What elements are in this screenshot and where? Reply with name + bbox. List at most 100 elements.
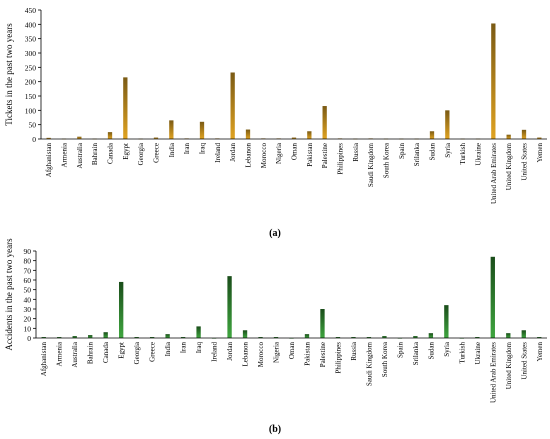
bar-egypt: [118, 281, 124, 338]
bar-georgia: [134, 337, 139, 338]
x-tick-label: Philippines: [337, 143, 345, 175]
x-tick-label: Lebanon: [242, 342, 250, 367]
y-tick-label: 450: [25, 6, 37, 15]
bar-yemen: [537, 337, 542, 338]
chart-b-x-ticks: Afghanistan Armenia Australia Bahrain Canada…: [40, 341, 544, 403]
x-tick-label: India: [164, 341, 172, 356]
x-tick-label: Ireland: [214, 143, 222, 163]
x-tick-label: Pakistan: [306, 143, 314, 167]
x-tick-label: Syria: [444, 142, 452, 158]
x-tick-label: United States: [520, 342, 528, 380]
x-tick-label: Canada: [102, 341, 110, 363]
bar-palestine: [322, 106, 327, 139]
x-tick-label: Saudi Kingdom: [365, 341, 373, 386]
x-tick-label: Oman: [291, 143, 299, 161]
x-tick-label: Iran: [183, 143, 191, 155]
y-tick-label: 60: [24, 276, 32, 285]
x-tick-label: Armenia: [61, 142, 69, 167]
x-tick-label: Australia: [76, 142, 84, 169]
x-tick-label: Greece: [149, 342, 157, 362]
bar-greece: [149, 337, 155, 338]
chart-a-bars: [46, 23, 542, 140]
y-tick-label: 70: [24, 266, 32, 275]
chart-b-panel-label: (b): [269, 424, 281, 435]
x-tick-label: Afghanistan: [45, 143, 53, 178]
x-tick-label: Afghanistan: [40, 342, 48, 377]
bar-syria: [445, 110, 450, 139]
bar-jordan: [230, 72, 235, 139]
bar-russia: [351, 337, 356, 338]
x-tick-label: Srilanka: [412, 341, 420, 365]
bar-iraq: [199, 121, 205, 139]
y-tick-label: 0: [27, 334, 31, 343]
y-tick-label: 250: [25, 63, 37, 72]
y-tick-label: 100: [25, 106, 37, 115]
x-tick-label: Egypt: [122, 143, 130, 160]
y-tick-label: 200: [25, 78, 37, 87]
bar-australia: [77, 136, 82, 139]
x-tick-label: United States: [521, 143, 529, 181]
bar-morocco: [258, 337, 263, 338]
x-tick-label: Lebanon: [245, 143, 253, 168]
bar-afghanistan: [41, 337, 46, 338]
bar-sudan: [429, 131, 435, 139]
x-tick-label: Greece: [153, 143, 161, 163]
x-tick-label: Bahrain: [91, 143, 99, 166]
bar-egypt: [123, 77, 128, 139]
x-tick-label: Pakistan: [303, 342, 311, 366]
x-tick-label: Palestine: [319, 342, 327, 367]
bar-lebanon: [245, 129, 251, 139]
x-tick-label: Turkish: [458, 342, 466, 364]
chart-a-y-ticks: 0 50 100 150 200 250 300 350 400 450: [25, 6, 41, 144]
bar-palestine: [320, 309, 325, 338]
x-tick-label: Yemen: [536, 342, 544, 362]
x-tick-label: Georgia: [137, 142, 145, 165]
chart-a-x-ticks: Afghanistan Armenia Australia Bahrain Canada…: [45, 142, 544, 204]
x-tick-label: Australia: [71, 341, 79, 368]
chart-b-ylabel: Accidents in the past two years: [4, 238, 14, 351]
bar-canada: [103, 332, 108, 338]
x-tick-label: Sudan: [427, 342, 435, 360]
x-tick-label: Iraq: [195, 342, 203, 354]
bar-pakistan: [304, 334, 310, 338]
x-tick-label: South Korea: [383, 142, 391, 178]
x-tick-label: United Arab Emirates: [489, 342, 497, 403]
bar-iraq: [196, 326, 201, 338]
y-tick-label: 150: [25, 92, 37, 101]
x-tick-label: Srilanka: [413, 142, 421, 166]
bar-armenia: [57, 337, 62, 338]
y-tick-label: 10: [24, 324, 32, 333]
x-tick-label: Egypt: [118, 342, 126, 359]
x-tick-label: South Korea: [381, 341, 389, 377]
y-tick-label: 300: [25, 49, 37, 58]
x-tick-label: Saudi Kingdom: [367, 142, 375, 187]
bar-lebanon: [242, 330, 248, 338]
y-tick-label: 20: [24, 315, 32, 324]
x-tick-label: Russia: [350, 341, 358, 361]
x-tick-label: Georgia: [133, 341, 141, 364]
bar-nigeria: [273, 337, 279, 338]
chart-a-panel-label: (a): [269, 228, 281, 239]
bar-greece: [153, 137, 159, 139]
x-tick-label: Morocco: [257, 342, 265, 368]
x-tick-label: Nigeria: [273, 341, 281, 363]
bar-oman: [291, 137, 297, 139]
bar-united-kingdom: [506, 134, 511, 139]
x-tick-label: Ireland: [211, 342, 219, 362]
bar-sudan: [428, 333, 434, 338]
bar-united-states: [521, 330, 526, 338]
bar-srilanka: [413, 336, 418, 338]
x-tick-label: Iraq: [199, 143, 207, 155]
x-tick-label: United Kingdom: [505, 341, 513, 389]
x-tick-label: Bahrain: [87, 342, 95, 365]
x-tick-label: Russia: [352, 142, 360, 162]
x-tick-label: Jordan: [226, 342, 234, 361]
y-tick-label: 90: [24, 247, 32, 256]
x-tick-label: United Kingdom: [505, 142, 513, 190]
x-tick-label: Ukraine: [475, 143, 483, 166]
bar-pakistan: [307, 131, 312, 139]
bar-south-korea: [382, 336, 387, 338]
